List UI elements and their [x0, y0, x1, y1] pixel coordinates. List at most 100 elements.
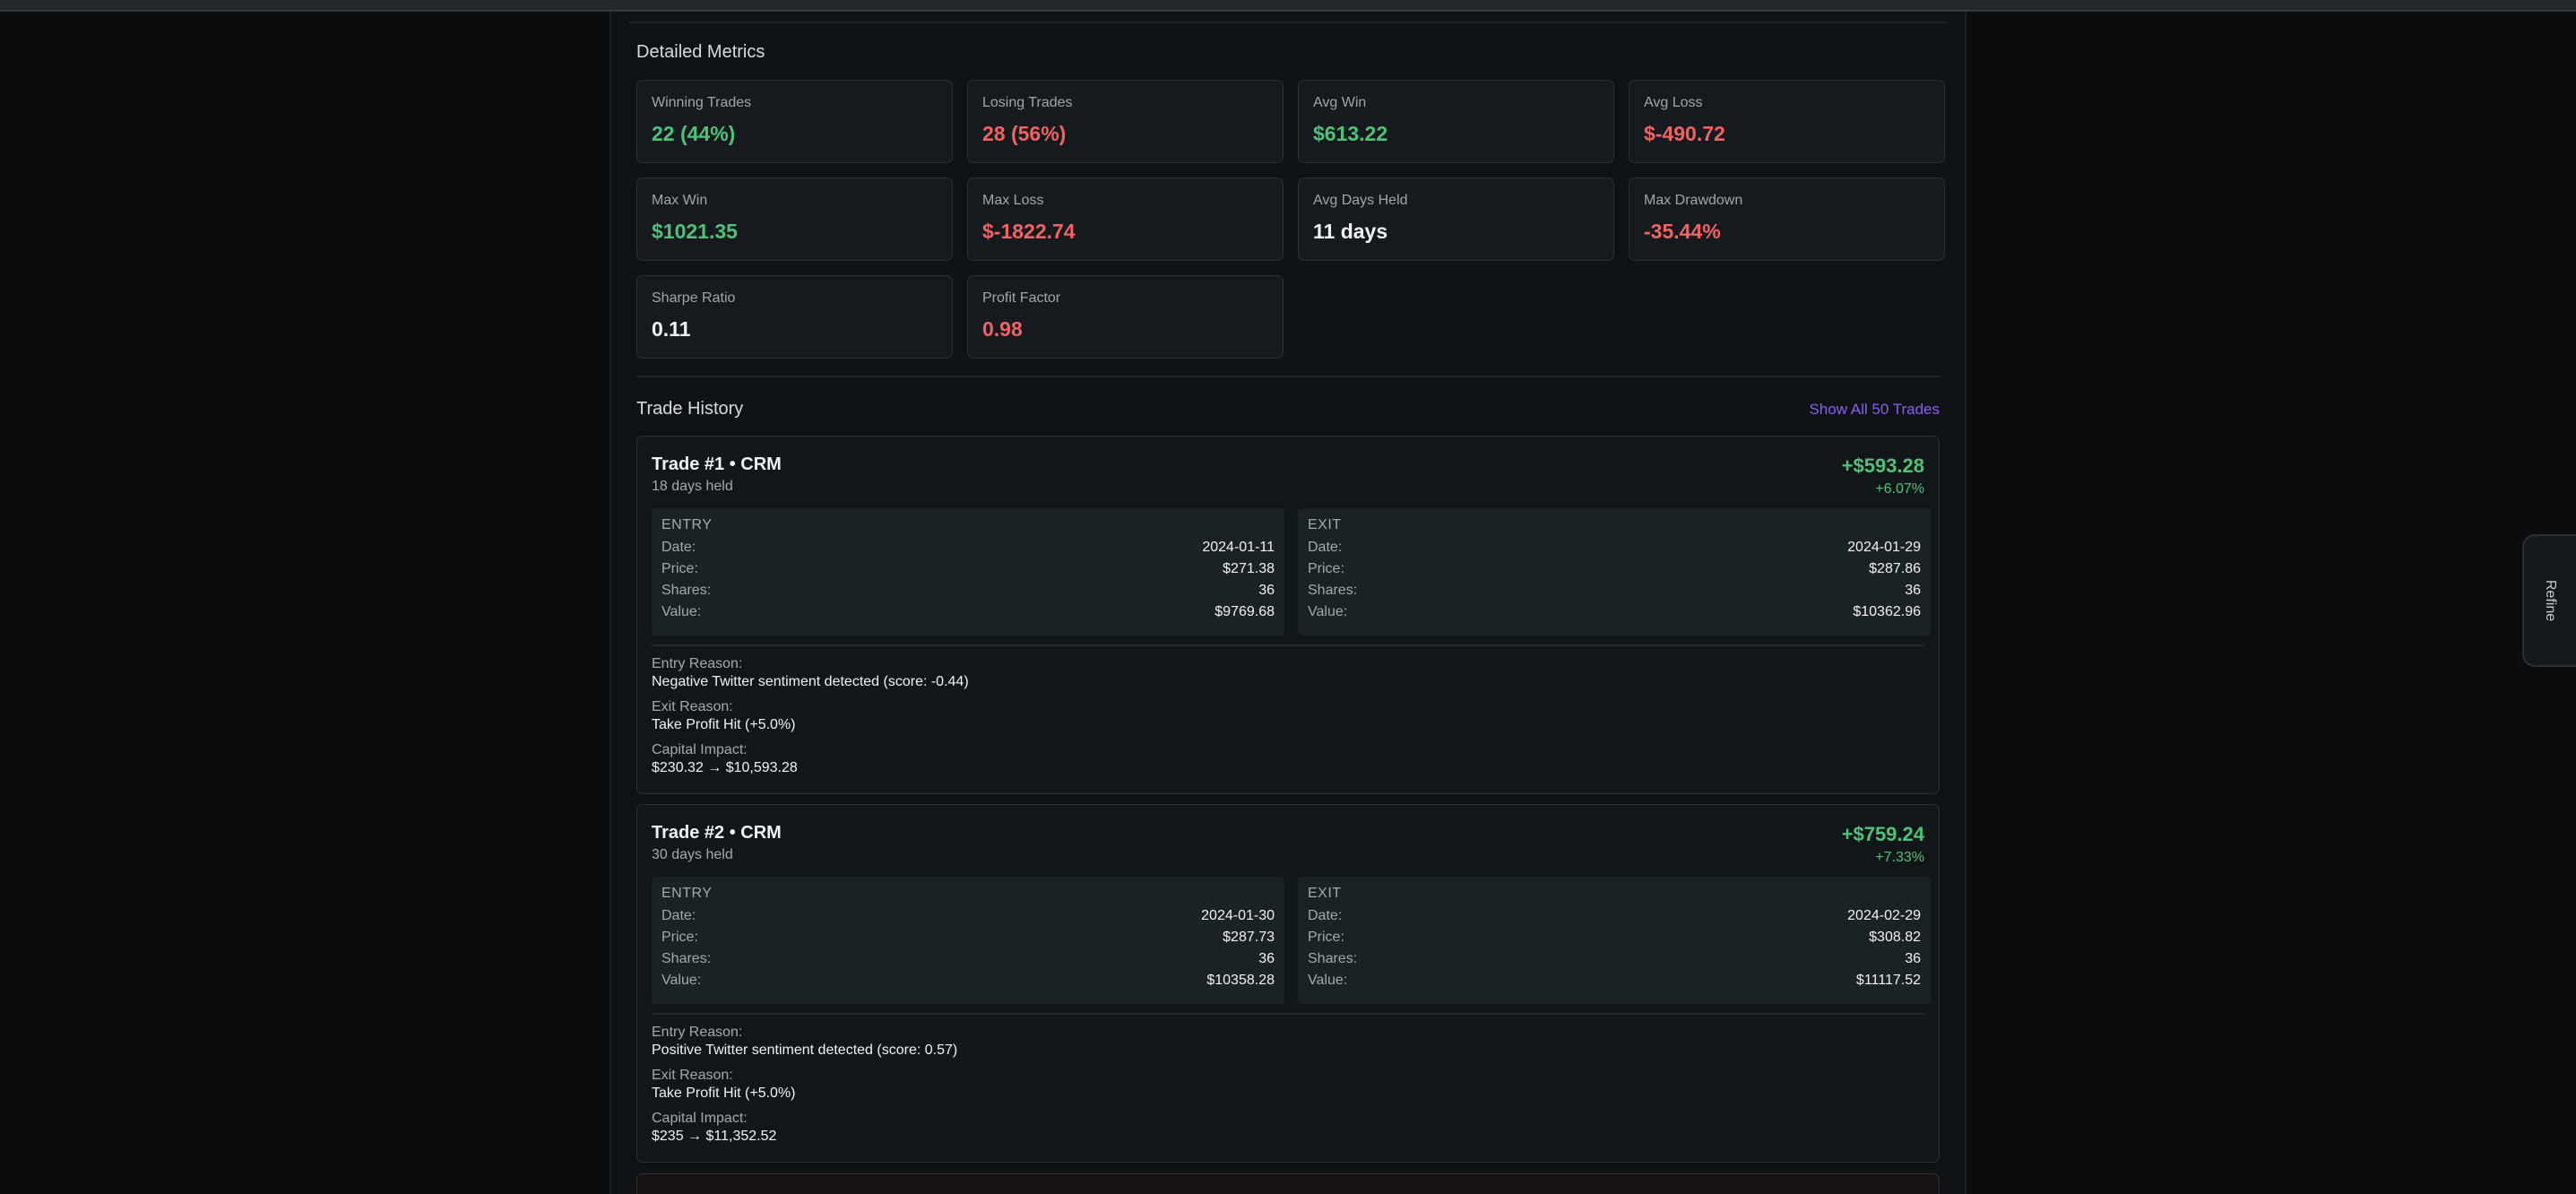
metric-label: Avg Loss	[1644, 95, 1703, 110]
trade-pl: +$759.24 +7.33%	[1842, 823, 1924, 866]
entry-date-row: Date: 2024-01-30	[661, 909, 1275, 923]
exit-value-row: Value: $10362.96	[1308, 605, 1921, 619]
trade-pl-percent: +7.33%	[1875, 850, 1924, 865]
entry-reason-label: Entry Reason:	[652, 1025, 743, 1040]
exit-price: $287.86	[1869, 561, 1921, 576]
entry-reason: Positive Twitter sentiment detected (sco…	[652, 1043, 958, 1058]
trade-days-held: 18 days held	[652, 479, 733, 494]
field-label: Date:	[661, 908, 696, 923]
trade-header: Trade #2 • CRM 30 days held	[652, 823, 782, 863]
field-label: Shares:	[661, 951, 712, 966]
exit-shares-row: Shares: 36	[1308, 584, 1921, 598]
metric-card-max-drawdown: Max Drawdown -35.44%	[1629, 177, 1945, 261]
metric-label: Max Drawdown	[1644, 193, 1743, 208]
field-label: Date:	[1308, 908, 1343, 923]
field-label: Shares:	[661, 583, 712, 598]
metric-label: Losing Trades	[982, 95, 1073, 110]
trade-card-3-partial	[636, 1173, 1940, 1194]
entry-title: ENTRY	[661, 886, 713, 901]
trade-header: Trade #1 • CRM 18 days held	[652, 454, 782, 495]
exit-value: $11117.52	[1855, 973, 1921, 988]
metric-value: $1021.35	[652, 220, 738, 243]
metric-label: Avg Days Held	[1313, 193, 1408, 208]
capital-impact: $230.32 → $10,593.28	[652, 760, 798, 775]
trade-card-1: Trade #1 • CRM 18 days held +$593.28 +6.…	[636, 436, 1940, 794]
entry-price-row: Price: $287.73	[661, 930, 1275, 945]
entry-shares-row: Shares: 36	[661, 584, 1275, 598]
entry-value: $10358.28	[1206, 973, 1275, 988]
trade-title: Trade #2 • CRM	[652, 823, 782, 843]
metric-value: 22 (44%)	[652, 122, 736, 145]
trade-pl-amount: +$759.24	[1841, 823, 1924, 845]
field-label: Date:	[661, 540, 696, 555]
field-label: Value:	[1308, 973, 1348, 988]
entry-value-row: Value: $9769.68	[661, 605, 1275, 619]
section-divider	[636, 376, 1940, 377]
trade-history-header: Trade History Show All 50 Trades	[636, 399, 1940, 420]
metric-value: 28 (56%)	[982, 122, 1067, 145]
entry-reason: Negative Twitter sentiment detected (sco…	[652, 674, 969, 689]
entry-shares: 36	[1258, 951, 1275, 966]
field-label: Value:	[661, 604, 702, 619]
entry-panel: ENTRY Date: 2024-01-11 Price: $271.38 Shar…	[652, 508, 1284, 636]
field-label: Shares:	[1308, 583, 1358, 598]
exit-panel: EXIT Date: 2024-01-29 Price: $287.86 Share…	[1298, 508, 1931, 636]
entry-value: $9769.68	[1215, 604, 1275, 619]
trade-title: Trade #1 • CRM	[652, 454, 782, 474]
metric-value: 0.11	[652, 317, 691, 341]
panel-divider	[629, 22, 1947, 23]
entry-title: ENTRY	[661, 517, 713, 532]
field-label: Price:	[661, 561, 698, 576]
exit-panel: EXIT Date: 2024-02-29 Price: $308.82 Share…	[1298, 877, 1931, 1004]
metric-card-max-win: Max Win $1021.35	[636, 177, 953, 261]
metric-value: $-1822.74	[982, 220, 1076, 243]
metric-card-avg-win: Avg Win $613.22	[1298, 80, 1614, 163]
exit-date: 2024-01-29	[1847, 540, 1921, 555]
field-label: Value:	[661, 973, 702, 988]
field-label: Price:	[661, 930, 698, 945]
field-label: Price:	[1308, 930, 1344, 945]
exit-date-row: Date: 2024-02-29	[1308, 909, 1921, 923]
metric-label: Sharpe Ratio	[652, 290, 736, 306]
exit-date-row: Date: 2024-01-29	[1308, 541, 1921, 555]
metric-card-max-loss: Max Loss $-1822.74	[967, 177, 1284, 261]
trade-days-held: 30 days held	[652, 847, 733, 862]
capital-impact-label: Capital Impact:	[652, 1111, 748, 1126]
detailed-metrics-title: Detailed Metrics	[636, 42, 765, 62]
capital-impact-label: Capital Impact:	[652, 742, 748, 757]
capital-impact: $235 → $11,352.52	[652, 1129, 777, 1144]
metric-value: $-490.72	[1644, 122, 1725, 145]
show-all-trades-link[interactable]: Show All 50 Trades	[1809, 400, 1940, 418]
exit-title: EXIT	[1308, 517, 1342, 532]
trade-card-2: Trade #2 • CRM 30 days held +$759.24 +7.…	[636, 804, 1940, 1163]
entry-shares: 36	[1258, 583, 1275, 598]
metric-label: Max Win	[652, 193, 708, 208]
field-label: Price:	[1308, 561, 1344, 576]
exit-shares: 36	[1905, 583, 1921, 598]
metric-card-avg-days-held: Avg Days Held 11 days	[1298, 177, 1614, 261]
metric-card-winning-trades: Winning Trades 22 (44%)	[636, 80, 953, 163]
entry-panel: ENTRY Date: 2024-01-30 Price: $287.73 Shar…	[652, 877, 1284, 1004]
metric-value: 11 days	[1313, 220, 1388, 243]
metric-value: $613.22	[1313, 122, 1388, 145]
metric-label: Winning Trades	[652, 95, 752, 110]
entry-reason-label: Entry Reason:	[652, 656, 743, 671]
entry-price: $287.73	[1223, 930, 1275, 945]
entry-price: $271.38	[1223, 561, 1275, 576]
metrics-grid: Winning Trades 22 (44%) Losing Trades 28…	[636, 80, 1945, 359]
trade-divider	[652, 645, 1924, 646]
entry-date: 2024-01-30	[1201, 908, 1275, 923]
metric-value: -35.44%	[1644, 220, 1721, 243]
exit-title: EXIT	[1308, 886, 1342, 901]
field-label: Value:	[1308, 604, 1348, 619]
metric-value: 0.98	[982, 317, 1023, 341]
trade-reasons: Entry Reason: Positive Twitter sentiment…	[652, 1024, 957, 1153]
metric-label: Avg Win	[1313, 95, 1367, 110]
metric-card-sharpe-ratio: Sharpe Ratio 0.11	[636, 275, 953, 359]
exit-reason: Take Profit Hit (+5.0%)	[652, 717, 796, 732]
exit-price-row: Price: $308.82	[1308, 930, 1921, 945]
metric-card-avg-loss: Avg Loss $-490.72	[1629, 80, 1945, 163]
refine-tab[interactable]: Refine	[2522, 534, 2576, 667]
field-label: Date:	[1308, 540, 1343, 555]
entry-date-row: Date: 2024-01-11	[661, 541, 1275, 555]
